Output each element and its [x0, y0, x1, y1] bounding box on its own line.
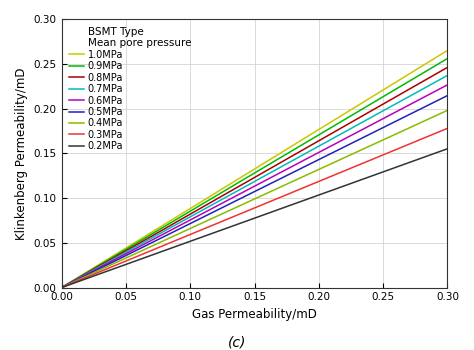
- 0.6MPa: [384, 114, 390, 119]
- 0.4MPa: [384, 136, 390, 140]
- 0.2MPa: [445, 147, 450, 151]
- 0.3MPa: [384, 151, 390, 155]
- 0.9MPa: [289, 149, 294, 153]
- 0.8MPa: [384, 100, 390, 104]
- 0.4MPa: [409, 125, 414, 129]
- 0.8MPa: [409, 86, 414, 90]
- 0.9MPa: [59, 286, 64, 290]
- 0.8MPa: [295, 151, 301, 155]
- 0.3MPa: [59, 286, 64, 290]
- Y-axis label: Klinkenberg Permeability/mD: Klinkenberg Permeability/mD: [15, 67, 28, 239]
- 0.3MPa: [287, 191, 293, 195]
- 0.7MPa: [295, 156, 301, 160]
- 0.6MPa: [445, 83, 450, 87]
- 0.7MPa: [287, 160, 293, 164]
- 0.4MPa: [59, 286, 64, 290]
- 0.8MPa: [445, 65, 450, 69]
- 0.5MPa: [289, 171, 294, 175]
- 0.3MPa: [409, 141, 414, 145]
- 0.4MPa: [295, 177, 301, 181]
- 1.0MPa: [59, 286, 64, 290]
- 0.7MPa: [409, 93, 414, 97]
- 0.5MPa: [445, 93, 450, 98]
- 0.8MPa: [289, 154, 294, 159]
- Line: 0.3MPa: 0.3MPa: [62, 128, 447, 288]
- 1.0MPa: [384, 86, 390, 90]
- 0.8MPa: [60, 285, 66, 289]
- X-axis label: Gas Permeability/mD: Gas Permeability/mD: [192, 308, 317, 321]
- 0.9MPa: [295, 145, 301, 149]
- 0.2MPa: [60, 285, 66, 289]
- 0.9MPa: [409, 78, 414, 82]
- 0.4MPa: [289, 180, 294, 184]
- 1.0MPa: [295, 140, 301, 145]
- Line: 0.4MPa: 0.4MPa: [62, 110, 447, 288]
- 0.9MPa: [287, 150, 293, 154]
- 1.0MPa: [287, 145, 293, 149]
- Legend: BSMT Type, Mean pore pressure, 1.0MPa, 0.9MPa, 0.8MPa, 0.7MPa, 0.6MPa, 0.5MPa, 0: BSMT Type, Mean pore pressure, 1.0MPa, 0…: [66, 24, 194, 154]
- Line: 1.0MPa: 1.0MPa: [62, 50, 447, 288]
- 0.2MPa: [59, 286, 64, 290]
- 0.4MPa: [60, 285, 66, 289]
- 0.6MPa: [289, 165, 294, 169]
- 0.3MPa: [289, 191, 294, 195]
- 0.3MPa: [60, 285, 66, 289]
- 1.0MPa: [445, 48, 450, 52]
- 0.2MPa: [409, 160, 414, 164]
- 0.7MPa: [289, 159, 294, 163]
- 0.3MPa: [445, 126, 450, 131]
- 0.5MPa: [59, 286, 64, 290]
- 0.2MPa: [384, 168, 390, 173]
- 0.5MPa: [409, 111, 414, 116]
- 0.5MPa: [60, 285, 66, 289]
- 1.0MPa: [289, 144, 294, 148]
- 1.0MPa: [409, 71, 414, 75]
- Line: 0.7MPa: 0.7MPa: [62, 75, 447, 288]
- 0.9MPa: [60, 285, 66, 289]
- 0.6MPa: [287, 166, 293, 170]
- 0.2MPa: [295, 201, 301, 205]
- 0.3MPa: [295, 188, 301, 192]
- 0.8MPa: [287, 155, 293, 159]
- 0.6MPa: [59, 286, 64, 290]
- 0.5MPa: [295, 168, 301, 172]
- 0.6MPa: [60, 285, 66, 289]
- Line: 0.2MPa: 0.2MPa: [62, 149, 447, 288]
- 0.8MPa: [59, 286, 64, 290]
- 0.2MPa: [289, 203, 294, 207]
- Text: (c): (c): [228, 336, 246, 350]
- 1.0MPa: [60, 285, 66, 289]
- Line: 0.9MPa: 0.9MPa: [62, 58, 447, 288]
- 0.7MPa: [59, 286, 64, 290]
- 0.7MPa: [384, 107, 390, 111]
- Line: 0.6MPa: 0.6MPa: [62, 85, 447, 288]
- 0.4MPa: [445, 108, 450, 112]
- 0.2MPa: [287, 203, 293, 208]
- 0.5MPa: [384, 124, 390, 128]
- 0.7MPa: [445, 73, 450, 77]
- Line: 0.5MPa: 0.5MPa: [62, 96, 447, 288]
- 0.9MPa: [445, 56, 450, 61]
- 0.6MPa: [295, 161, 301, 166]
- 0.6MPa: [409, 102, 414, 106]
- 0.5MPa: [287, 172, 293, 176]
- 0.9MPa: [384, 92, 390, 97]
- Line: 0.8MPa: 0.8MPa: [62, 67, 447, 288]
- 0.4MPa: [287, 181, 293, 185]
- 0.7MPa: [60, 285, 66, 289]
